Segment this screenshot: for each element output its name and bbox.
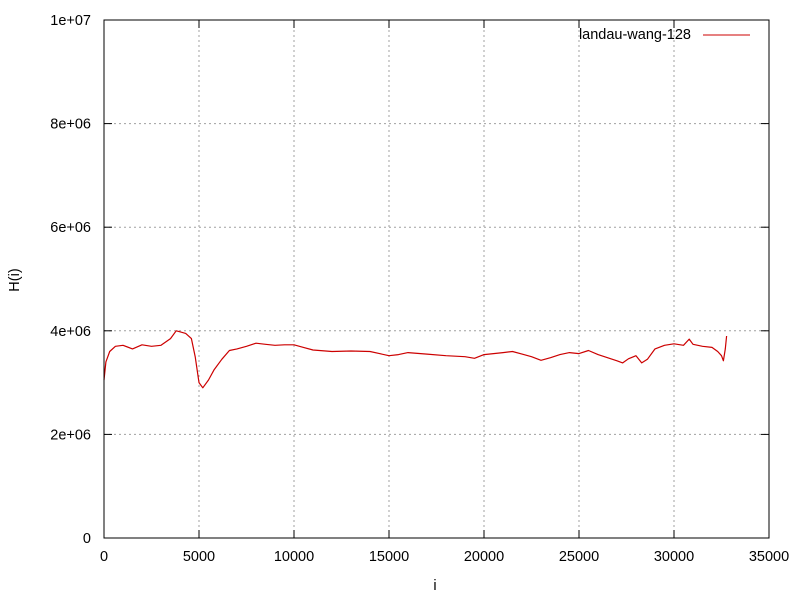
label-layer: 0 5000 10000 15000 20000 25000 30000 35000 0 2e+0… (50, 13, 789, 565)
series-line (103, 330, 728, 389)
x-tick-label: 25000 (559, 549, 599, 565)
x-tick-label: 0 (100, 549, 108, 565)
series-layer (103, 330, 728, 389)
legend-label: landau-wang-128 (579, 27, 691, 43)
y-axis-label: H(i) (7, 268, 23, 291)
y-tick-label: 1e+07 (50, 13, 91, 29)
x-tick-label: 5000 (183, 549, 215, 565)
plot-frame (103, 19, 770, 539)
y-tick-label: 8e+06 (50, 117, 91, 133)
x-tick-label: 35000 (749, 549, 789, 565)
x-tick-label: 20000 (464, 549, 504, 565)
y-tick-label: 0 (83, 531, 91, 547)
y-tick-label: 6e+06 (50, 220, 91, 236)
y-tick-label: 2e+06 (50, 427, 91, 443)
y-tick-label: 4e+06 (50, 324, 91, 340)
x-axis-label: i (433, 578, 436, 594)
x-tick-label: 15000 (369, 549, 409, 565)
x-tick-label: 10000 (274, 549, 314, 565)
legend: landau-wang-128 (579, 27, 750, 43)
x-tick-label: 30000 (654, 549, 694, 565)
grid-layer (104, 20, 769, 538)
